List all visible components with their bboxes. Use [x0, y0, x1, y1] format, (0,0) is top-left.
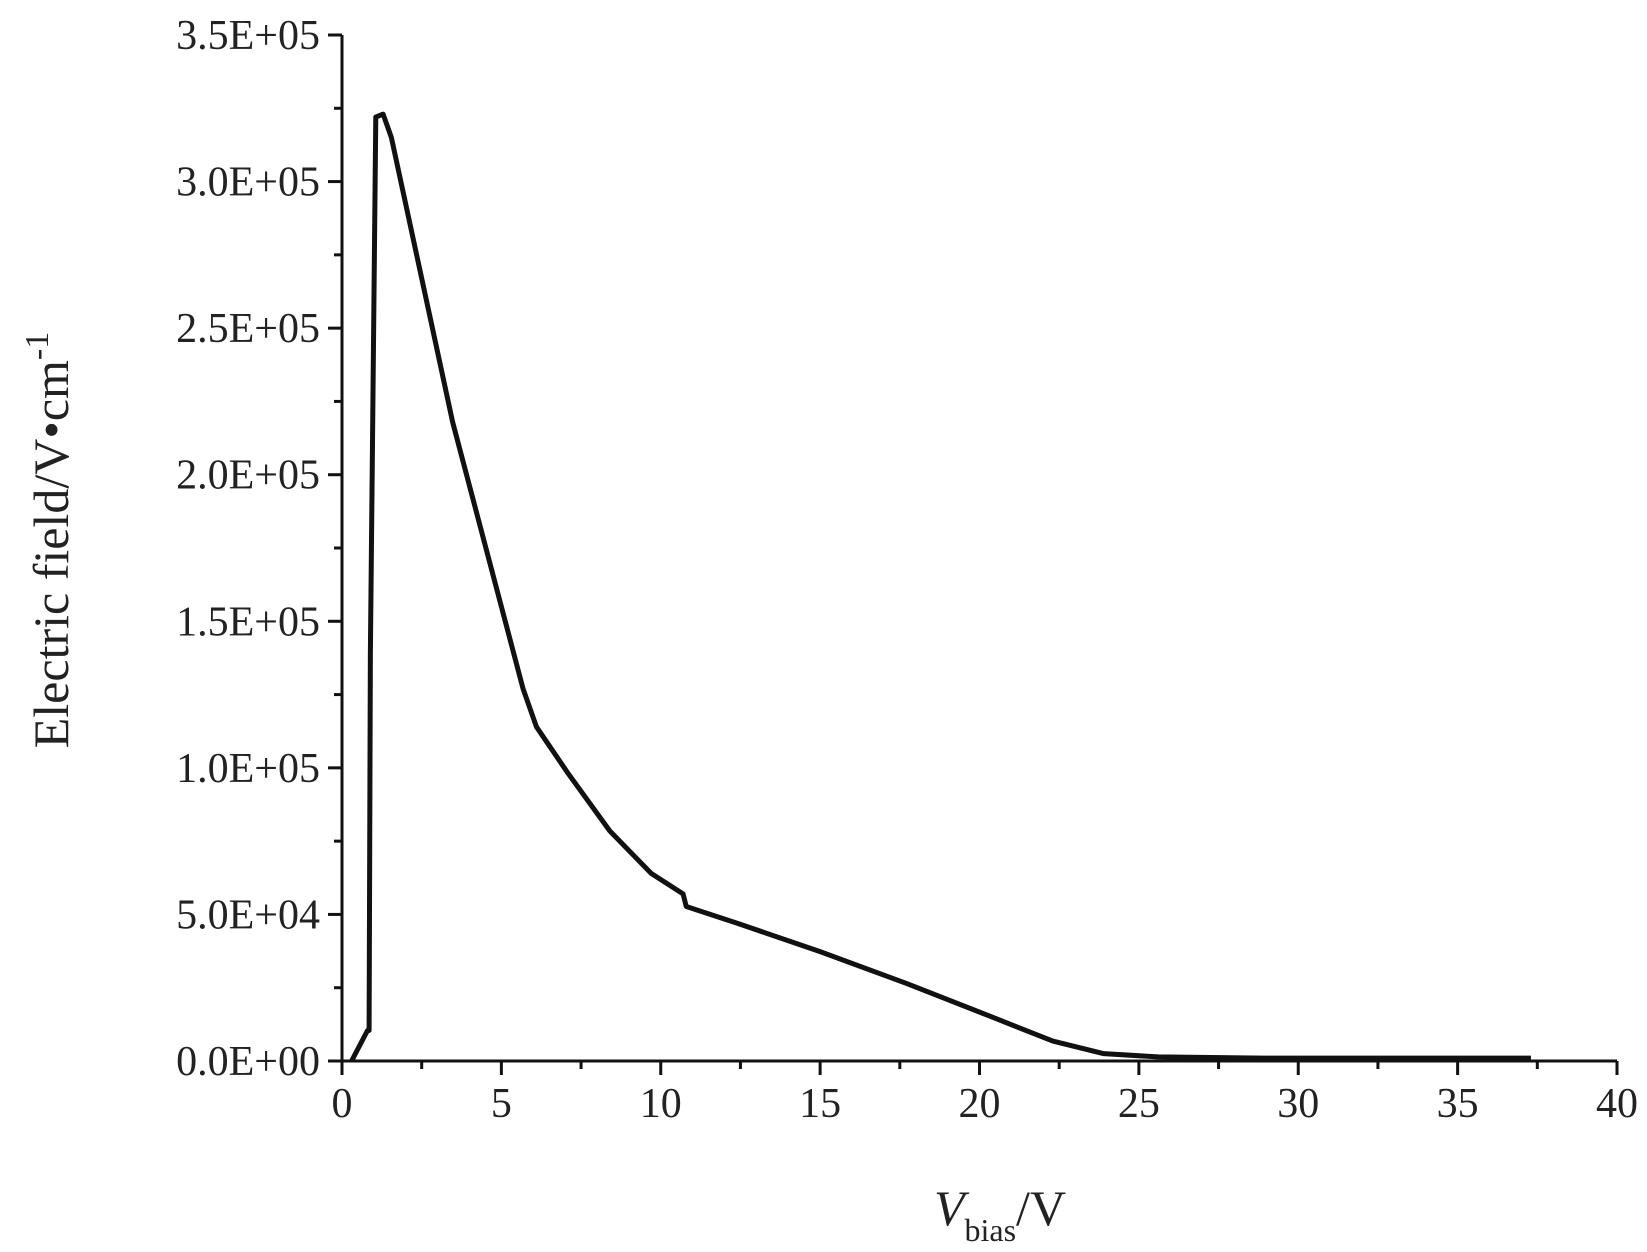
y-label-superscript: -1 — [19, 332, 56, 360]
x-tick-label: 10 — [640, 1081, 682, 1127]
y-tick-label: 0.0E+00 — [176, 1039, 320, 1085]
x-tick-label: 30 — [1277, 1081, 1319, 1127]
y-tick-label: 3.0E+05 — [176, 160, 320, 206]
x-tick-label: 35 — [1437, 1081, 1479, 1127]
x-label-italic: V — [934, 1180, 970, 1236]
x-tick-label: 15 — [799, 1081, 841, 1127]
y-tick-label: 5.0E+04 — [176, 892, 320, 938]
y-axis-label: Electric field/V•cm-1 — [19, 332, 79, 749]
x-axis-label: Vbias/V — [934, 1180, 1066, 1248]
x-tick-label: 25 — [1118, 1081, 1160, 1127]
y-label-text: Electric field/V•cm — [23, 360, 79, 748]
x-label-rest: /V — [1016, 1180, 1066, 1236]
y-tick-label: 2.0E+05 — [176, 453, 320, 499]
x-tick-label: 40 — [1596, 1081, 1638, 1127]
x-tick-label: 5 — [491, 1081, 512, 1127]
y-tick-label: 2.5E+05 — [176, 306, 320, 352]
y-tick-label: 3.5E+05 — [176, 13, 320, 59]
x-tick-label: 0 — [332, 1081, 353, 1127]
x-tick-label: 20 — [959, 1081, 1001, 1127]
y-tick-label: 1.5E+05 — [176, 599, 320, 645]
x-label-subscript: bias — [965, 1212, 1017, 1248]
data-line — [349, 111, 1531, 1063]
y-tick-label: 1.0E+05 — [176, 746, 320, 792]
